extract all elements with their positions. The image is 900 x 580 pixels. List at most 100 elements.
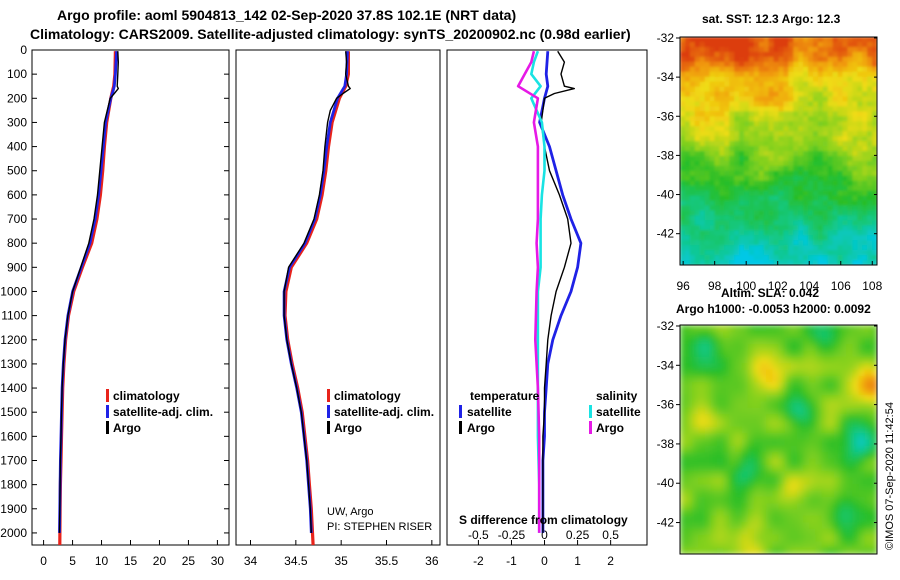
sla-cell (778, 528, 786, 536)
sla-cell (821, 388, 829, 396)
sla-cell (840, 337, 847, 345)
sst-cell (822, 81, 829, 88)
sst-cell (852, 37, 858, 43)
sst-cell (817, 235, 824, 241)
sla-cell (716, 331, 724, 339)
sst-cell (694, 225, 701, 231)
temperature-axis: 0 5 10 15 20 25 30 (40, 540, 224, 568)
sla-cell (790, 420, 798, 428)
sla-cell (741, 388, 749, 396)
sst-cell (852, 200, 858, 207)
sst-cell (694, 235, 701, 241)
sst-cell (832, 170, 839, 177)
sla-cell (870, 528, 877, 536)
sst-cell (768, 86, 775, 93)
sla-map-title2: Argo h1000: -0.0053 h2000: 0.0092 (676, 302, 871, 316)
sst-cell (680, 195, 686, 202)
sla-cell (778, 420, 786, 428)
sst-cell (699, 106, 706, 112)
sst-cell (689, 71, 696, 78)
sst-cell (773, 141, 780, 147)
sst-cell (852, 136, 858, 142)
sst-cell (709, 245, 716, 251)
sst-cell (719, 141, 725, 147)
sla-cell (815, 522, 823, 530)
sla-cell (716, 337, 724, 345)
sst-cell (847, 190, 853, 197)
sst-cell (729, 155, 735, 162)
sst-cell (684, 37, 691, 43)
sst-cell (734, 141, 740, 147)
sst-cell (753, 205, 760, 212)
pressure-tick-label: 300 (7, 115, 27, 129)
sst-cell (808, 195, 814, 202)
sst-cell (719, 146, 725, 152)
sla-cell (833, 464, 841, 472)
sla-cell (698, 515, 706, 523)
sla-cell (772, 515, 780, 523)
sst-cell (803, 41, 809, 48)
sla-cell (796, 496, 804, 504)
sla-cell (680, 363, 687, 371)
sla-cell (747, 471, 755, 479)
sla-cell (778, 490, 786, 498)
sla-cell (753, 452, 761, 460)
sla-cell (704, 433, 712, 441)
sst-cell (852, 230, 858, 236)
sla-cell (735, 331, 743, 339)
sst-cell (778, 121, 785, 127)
sla-cell (846, 496, 853, 504)
sst-cell (734, 195, 740, 202)
sst-cell (832, 225, 839, 231)
sst-cell (768, 250, 775, 256)
sst-cell (783, 91, 789, 98)
sst-cell (724, 71, 730, 78)
sst-cell (822, 41, 829, 48)
sst-cell (803, 111, 809, 117)
sla-cell (815, 388, 823, 396)
sla-cell (796, 509, 804, 517)
sla-cell (796, 439, 804, 447)
temperature-panel: 0100200300400500600700800900100011001200… (0, 43, 452, 568)
sla-cell (827, 433, 835, 441)
sst-cell (783, 56, 789, 63)
sst-cell (778, 250, 785, 256)
sst-cell (832, 235, 839, 241)
sst-cell (768, 165, 775, 172)
sla-cell (870, 369, 877, 377)
sst-cell (872, 190, 877, 197)
sst-cell (867, 136, 873, 142)
sst-cell (872, 101, 877, 107)
sla-cell (692, 503, 700, 511)
sst-cell (812, 136, 819, 142)
sst-cell (744, 255, 750, 261)
sla-cell (803, 363, 810, 371)
sst-cell (793, 215, 799, 221)
sla-cell (790, 388, 798, 396)
sst-cell (680, 106, 686, 112)
sst-cell (793, 86, 799, 93)
sst-cell (793, 185, 799, 192)
sla-cell (833, 528, 841, 536)
sst-cell (773, 96, 780, 103)
sst-cell (680, 165, 686, 172)
sst-cell (827, 235, 834, 241)
sst-cell (680, 225, 686, 231)
sla-cell (716, 509, 724, 517)
sla-cell (760, 350, 767, 358)
sla-cell (790, 503, 798, 511)
sst-cell (694, 215, 701, 221)
sst-cell (872, 86, 877, 93)
sst-cell (808, 51, 814, 58)
sla-cell (852, 528, 860, 536)
sst-cell (768, 81, 775, 88)
sst-cell (709, 76, 716, 83)
sst-cell (793, 260, 799, 265)
sla-cell (716, 375, 724, 383)
sst-cell (763, 250, 770, 256)
sst-cell (798, 215, 804, 221)
sla-cell (710, 471, 718, 479)
sst-cell (719, 155, 725, 162)
sst-cell (694, 131, 701, 137)
sst-cell (812, 141, 819, 147)
